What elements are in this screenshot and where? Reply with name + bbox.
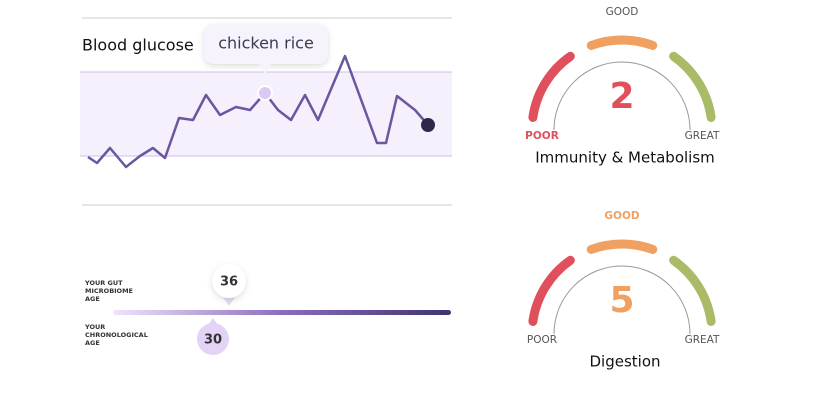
tooltip-box (204, 24, 328, 64)
chart-title: Blood glucose (82, 36, 194, 55)
slider-track (113, 310, 451, 315)
gauge-label: GREAT (685, 334, 720, 346)
label-line: MICROBIOME (85, 287, 133, 295)
gauge-label: POOR (525, 130, 559, 142)
gauge-label: GREAT (685, 130, 720, 142)
gauge-label: POOR (527, 334, 557, 346)
gauge-segment (669, 255, 716, 326)
gauge-track (553, 61, 691, 131)
tooltip: chicken rice (204, 24, 328, 74)
glucose-line (87, 54, 429, 169)
gauge-value: 5 (609, 280, 634, 321)
microbiome-slider: 36 30 YOUR GUT MICROBIOME AGE YOUR CHRON… (84, 264, 451, 355)
label-line: YOUR (84, 323, 105, 331)
tooltip-label: chicken rice (218, 34, 314, 53)
gauge-label: GOOD (606, 6, 639, 18)
gauge: 2 POOR GOOD GREAT Immunity & Metabolism (525, 6, 720, 167)
label-line: AGE (85, 339, 100, 347)
tooltip-pointer (258, 63, 272, 74)
chrono-age-value: 30 (204, 333, 222, 348)
label-line: YOUR GUT (84, 279, 123, 287)
gut-age-value: 36 (220, 275, 238, 290)
gauge-label: GOOD (604, 210, 639, 222)
gauge-value: 2 (609, 76, 634, 117)
gauge-title: Digestion (589, 353, 660, 371)
glucose-chart: chicken rice (87, 24, 435, 169)
gauge: 5 POOR GOOD GREAT Digestion (527, 210, 720, 371)
chrono-age-bubble (197, 323, 229, 355)
gauge-segment (586, 239, 658, 254)
annotated-point (257, 85, 273, 101)
target-band (80, 72, 452, 156)
gauge-segment (669, 51, 716, 122)
gauge-title: Immunity & Metabolism (535, 149, 715, 167)
label-line: CHRONOLOGICAL (85, 331, 148, 339)
gauge-segment (586, 35, 658, 50)
latest-point (421, 118, 435, 132)
label-line: AGE (85, 295, 100, 303)
gauge-segment (528, 255, 575, 326)
gauges: 2 POOR GOOD GREAT Immunity & Metabolism 5 POOR… (525, 6, 720, 371)
gauge-track (553, 265, 691, 335)
gut-age-bubble (212, 264, 246, 298)
pointer (222, 296, 236, 306)
gauge-segment (528, 51, 575, 122)
